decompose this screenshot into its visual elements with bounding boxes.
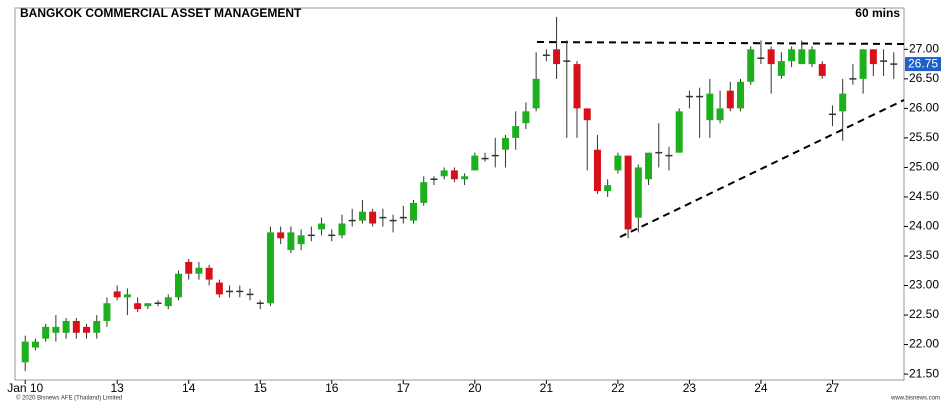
y-tick-label: 23.00 (909, 278, 939, 292)
candle-body (410, 202, 418, 221)
y-tick-label: 26.00 (909, 101, 939, 115)
candle-body (604, 185, 612, 192)
x-tick-label: 23 (683, 381, 697, 395)
plot-frame (14, 7, 905, 381)
candle-body (420, 182, 428, 203)
footer-right: www.bisnews.com (890, 396, 940, 402)
candle-body (144, 303, 152, 307)
candle-body (358, 211, 366, 221)
y-tick-label: 24.50 (909, 189, 939, 203)
x-tick-label: 21 (540, 381, 554, 395)
y-tick-label: 22.00 (909, 337, 939, 351)
candle-body (287, 232, 295, 251)
candle-body (113, 291, 121, 298)
candle-body (21, 341, 29, 363)
y-tick-label: 27.00 (909, 42, 939, 56)
candle-body (583, 108, 591, 121)
chart-title: BANGKOK COMMERCIAL ASSET MANAGEMENT (20, 6, 302, 20)
candle-body (461, 176, 469, 180)
x-tick-label: 14 (182, 381, 196, 395)
candle-body (134, 303, 142, 310)
footer-left: © 2020 Bisnews AFE (Thailand) Limited (16, 395, 122, 402)
y-tick-label: 24.00 (909, 219, 939, 233)
candle-body (573, 64, 581, 109)
candle-body (471, 155, 479, 171)
candle-body (338, 223, 346, 236)
x-tick-label: 20 (468, 381, 482, 395)
candle-body (737, 81, 745, 109)
candle-body (532, 78, 540, 109)
candle-body (215, 282, 223, 295)
chart-subtitle: 60 mins (855, 6, 900, 20)
y-tick-label: 25.50 (909, 130, 939, 144)
candle-body (164, 297, 172, 307)
candle-body (501, 137, 509, 150)
candle-body (808, 49, 816, 65)
candle-body (553, 49, 561, 65)
x-tick-label: 16 (325, 381, 339, 395)
y-tick-label: 26.50 (909, 71, 939, 85)
candle-body (62, 320, 70, 333)
candle-body (716, 108, 724, 121)
candle-body (440, 170, 448, 177)
resistance-line (536, 41, 905, 45)
x-tick-label: 22 (611, 381, 625, 395)
candle-body (798, 49, 806, 65)
candle-body (634, 167, 642, 218)
last-price-box (905, 57, 941, 72)
candle-body (123, 294, 131, 298)
candle-body (83, 326, 91, 333)
support-line (619, 99, 905, 238)
y-tick-label: 25.00 (909, 160, 939, 174)
candle-body (297, 235, 305, 245)
x-tick-label: 15 (254, 381, 268, 395)
candle-body (103, 303, 111, 321)
candle-body (614, 155, 622, 171)
candle-body (195, 267, 203, 274)
candle-body (42, 326, 50, 339)
candle-body (645, 152, 653, 180)
x-tick-label: 17 (397, 381, 411, 395)
candle-body (706, 93, 714, 121)
candle-body (450, 170, 458, 180)
x-tick-label: 24 (754, 381, 768, 395)
candle-body (277, 232, 285, 239)
candle-body (788, 49, 796, 62)
y-tick-label: 21.50 (909, 366, 939, 380)
candle-body (726, 90, 734, 109)
candle-body (839, 93, 847, 112)
candle-body (767, 49, 775, 65)
candle-body (72, 320, 80, 333)
candle-body (205, 267, 213, 280)
candle-body (318, 223, 326, 230)
x-tick-label: Jan 10 (7, 381, 43, 395)
candle-body (93, 320, 101, 333)
candle-body (522, 111, 530, 124)
candle-body (185, 261, 193, 274)
candle-body (777, 61, 785, 76)
candle-body (675, 111, 683, 153)
candle-body (512, 126, 520, 138)
candle-body (859, 49, 867, 79)
x-tick-label: 27 (826, 381, 840, 395)
candle-body (266, 232, 274, 304)
last-price-label: 26.75 (908, 56, 938, 70)
candle-body (593, 149, 601, 192)
candle-body (747, 49, 755, 82)
candle-body (624, 155, 632, 230)
candle-body (31, 341, 39, 348)
candle-body (52, 326, 60, 333)
candle-body (869, 49, 877, 65)
candle-body (369, 211, 377, 224)
x-tick-label: 13 (111, 381, 125, 395)
candle-body (818, 64, 826, 76)
candle-body (174, 273, 182, 298)
y-tick-label: 23.50 (909, 248, 939, 262)
y-tick-label: 22.50 (909, 307, 939, 321)
